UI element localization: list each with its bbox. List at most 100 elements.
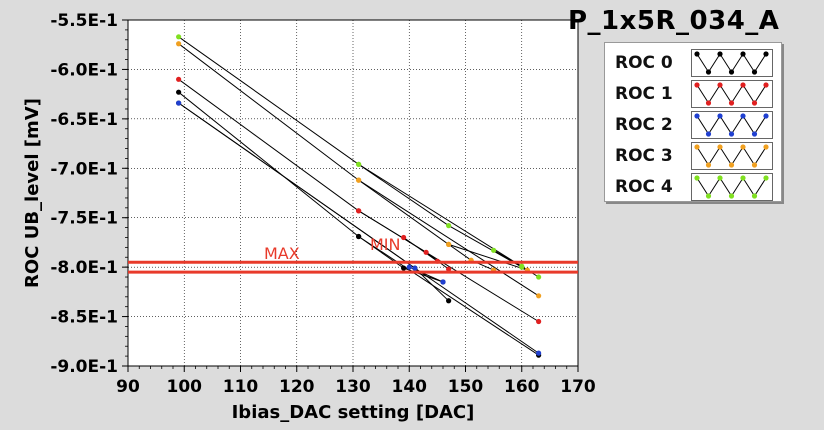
y-tick-label: -7.5E-1 — [50, 209, 118, 229]
legend-marker — [717, 113, 723, 119]
data-point — [446, 266, 452, 272]
legend-marker — [740, 113, 746, 119]
legend-marker — [763, 82, 769, 88]
min-label: MIN — [370, 235, 401, 254]
data-point — [412, 265, 418, 271]
data-point — [401, 265, 407, 271]
legend-marker — [705, 131, 712, 137]
legend-marker — [717, 144, 723, 150]
legend-marker — [740, 144, 746, 150]
legend-line — [696, 53, 767, 73]
data-point — [176, 76, 182, 82]
data-point — [423, 249, 429, 255]
y-tick-label: -9.0E-1 — [50, 357, 118, 377]
x-tick-label: 160 — [504, 377, 540, 397]
legend-marker — [740, 51, 746, 57]
data-point — [356, 233, 362, 240]
legend-marker — [705, 193, 712, 199]
legend-label: ROC 0 — [615, 53, 673, 73]
legend-marker — [763, 144, 769, 150]
legend-item-roc2: ROC 2 — [605, 109, 781, 139]
legend-zigzag — [694, 51, 769, 75]
data-point — [446, 241, 452, 248]
data-point — [176, 41, 182, 47]
legend-zigzag — [694, 82, 769, 106]
legend-marker — [705, 69, 712, 75]
data-point — [176, 100, 182, 106]
max-label: MAX — [264, 244, 300, 263]
legend-item-roc4: ROC 4 — [605, 171, 781, 201]
legend-marker — [717, 175, 723, 181]
legend-marker — [705, 100, 712, 106]
legend-swatch — [691, 80, 773, 108]
legend-marker — [763, 113, 769, 119]
data-point — [356, 208, 362, 214]
legend-marker — [694, 82, 700, 88]
data-point — [536, 350, 542, 356]
y-tick-label: -8.5E-1 — [50, 308, 118, 328]
legend-marker — [751, 69, 758, 75]
legend-marker — [728, 69, 735, 75]
legend-marker — [717, 82, 723, 88]
y-tick-label: -7.0E-1 — [50, 159, 118, 179]
y-tick-label: -6.5E-1 — [50, 110, 118, 130]
legend-swatch — [691, 111, 773, 139]
x-tick-label: 100 — [167, 377, 203, 397]
legend-marker — [751, 131, 758, 137]
chart-title: P_1x5R_034_A — [568, 6, 780, 36]
legend-marker — [694, 175, 700, 181]
legend-marker — [694, 144, 700, 150]
legend-zigzag — [694, 144, 769, 168]
legend-marker — [740, 82, 746, 88]
data-point — [446, 298, 452, 304]
legend-marker — [763, 51, 769, 57]
x-tick-label: 90 — [116, 377, 140, 397]
legend-marker — [751, 193, 758, 199]
data-point — [401, 234, 407, 241]
legend-zigzag — [694, 113, 769, 137]
legend-marker — [717, 51, 723, 57]
data-point — [406, 264, 412, 270]
x-tick-label: 140 — [392, 377, 428, 397]
legend-marker — [705, 162, 712, 168]
legend-line — [696, 115, 767, 135]
y-tick-label: -5.5E-1 — [50, 11, 118, 31]
legend-swatch — [691, 49, 773, 77]
legend-swatch — [691, 173, 773, 201]
series-line — [403, 237, 438, 262]
legend-line — [696, 146, 767, 166]
x-tick-label: 120 — [279, 377, 315, 397]
legend-marker — [728, 193, 735, 199]
data-point — [356, 177, 362, 183]
data-point — [356, 161, 362, 167]
legend-marker — [694, 113, 700, 119]
chart-legend: ROC 0 ROC 1 ROC 2 ROC 3 ROC 4 — [604, 42, 782, 202]
legend-marker — [740, 175, 746, 181]
legend-marker — [751, 162, 758, 168]
data-point — [440, 279, 446, 285]
legend-label: ROC 1 — [615, 84, 673, 104]
legend-item-roc0: ROC 0 — [605, 47, 781, 77]
legend-label: ROC 2 — [615, 115, 673, 135]
data-point — [536, 318, 542, 325]
data-point — [519, 263, 525, 269]
legend-label: ROC 3 — [615, 146, 673, 166]
legend-label: ROC 4 — [615, 177, 673, 197]
legend-marker — [728, 162, 735, 168]
x-tick-label: 170 — [560, 377, 596, 397]
legend-item-roc1: ROC 1 — [605, 78, 781, 108]
data-point — [176, 89, 182, 95]
legend-item-roc3: ROC 3 — [605, 140, 781, 170]
x-tick-label: 130 — [335, 377, 371, 397]
data-point — [536, 293, 542, 299]
legend-marker — [763, 175, 769, 181]
legend-marker — [728, 131, 735, 137]
data-point — [491, 247, 497, 253]
legend-swatch — [691, 142, 773, 170]
legend-marker — [694, 51, 700, 57]
y-tick-label: -6.0E-1 — [50, 60, 118, 80]
y-axis-label: ROC UB_level [mV] — [22, 98, 43, 288]
y-tick-label: -8.0E-1 — [50, 258, 118, 278]
legend-marker — [751, 100, 758, 106]
